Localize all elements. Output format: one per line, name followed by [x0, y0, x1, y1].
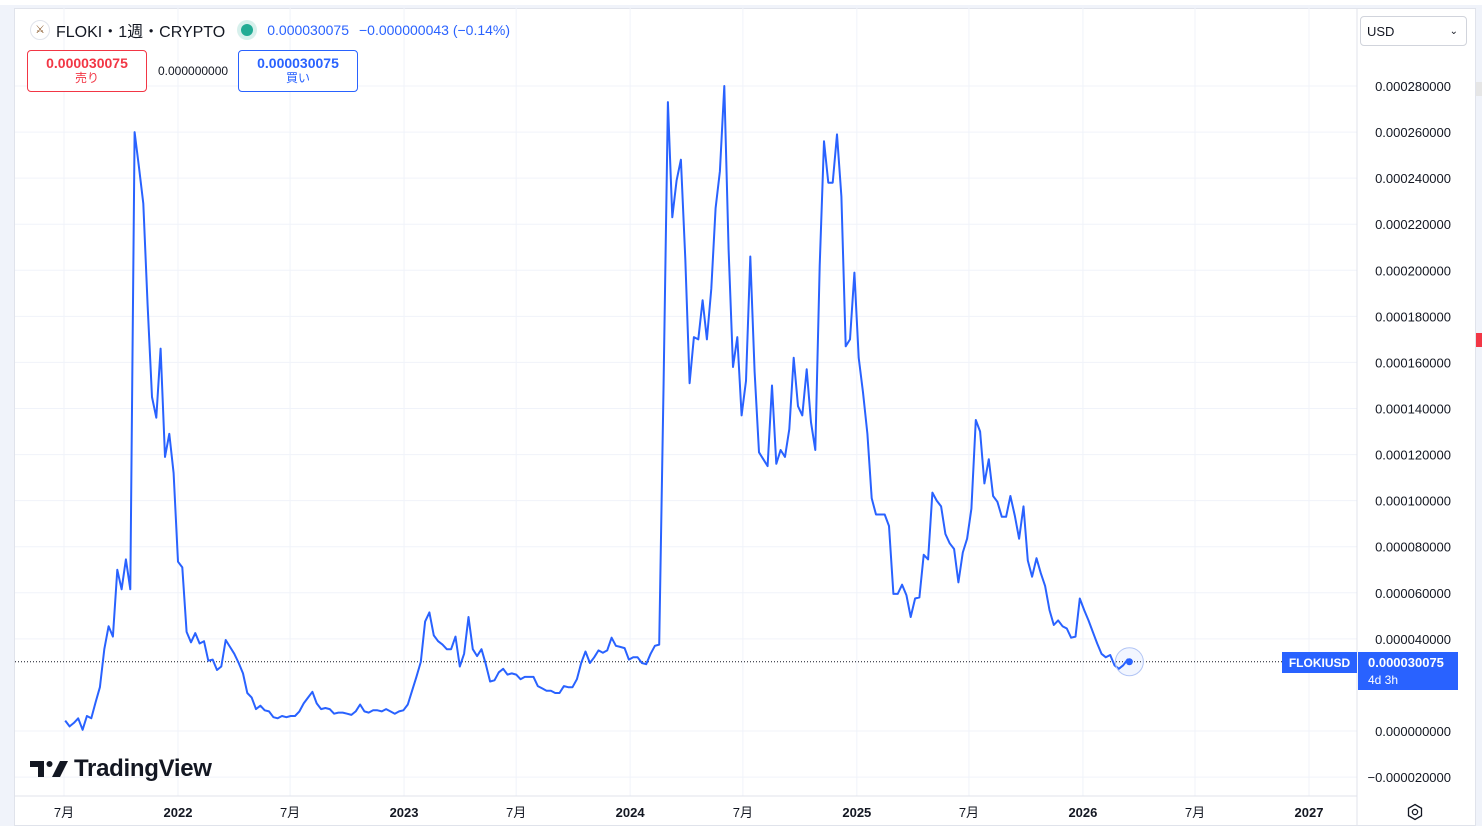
legend-price: 0.000030075 — [267, 22, 349, 38]
grid — [15, 8, 1357, 796]
floki-coin-icon: ⚔ — [30, 20, 50, 40]
y-tick-label: 0.000080000 — [1375, 540, 1451, 555]
x-tick-label: 7月 — [280, 805, 300, 820]
buy-price: 0.000030075 — [257, 55, 339, 71]
price-series-line — [64, 85, 1131, 731]
sell-price: 0.000030075 — [46, 55, 128, 71]
y-tick-label: 0.000040000 — [1375, 632, 1451, 647]
legend-change: −0.000000043 (−0.14%) — [359, 22, 511, 38]
price-badge — [1358, 652, 1458, 690]
settings-gear-icon — [1407, 803, 1423, 821]
tradingview-logo-icon — [30, 761, 68, 777]
y-tick-label: 0.000060000 — [1375, 586, 1451, 601]
currency-value: USD — [1367, 23, 1395, 39]
price-axis[interactable]: 0.000280000 0.000260000 0.000240000 0.00022… — [1367, 79, 1451, 785]
y-tick-label: 0.000200000 — [1375, 263, 1451, 278]
sell-label: 売り — [74, 71, 99, 85]
bar-countdown: 4d 3h — [1368, 673, 1398, 687]
chart-frame — [14, 8, 1476, 826]
last-point-marker — [1125, 658, 1133, 666]
y-tick-label: 0.000000000 — [1375, 724, 1451, 739]
y-tick-label: 0.000180000 — [1375, 309, 1451, 324]
market-open-dot-icon — [241, 24, 254, 36]
y-tick-label: 0.000140000 — [1375, 402, 1451, 417]
time-axis[interactable]: 7月 2022 7月 2023 7月 2024 7月 2025 7月 2026 7月 2027 — [54, 805, 1324, 820]
x-tick-label: 2025 — [842, 805, 871, 820]
y-tick-label: 0.000160000 — [1375, 355, 1451, 370]
currency-select[interactable]: USD ⌄ — [1360, 16, 1467, 46]
sell-button[interactable]: 0.000030075 売り — [27, 50, 147, 92]
top-strip — [0, 0, 1482, 5]
x-tick-label: 2022 — [164, 805, 193, 820]
y-tick-label: 0.000120000 — [1375, 448, 1451, 463]
chevron-down-icon: ⌄ — [1449, 25, 1458, 37]
symbol-badge-label: FLOKIUSD — [1289, 656, 1351, 670]
y-tick-label: −0.000020000 — [1367, 770, 1451, 785]
y-tick-label: 0.000280000 — [1375, 79, 1451, 94]
x-tick-label: 7月 — [1185, 805, 1205, 820]
x-tick-label: 2026 — [1068, 805, 1097, 820]
last-price-badge: FLOKIUSD 0.000030075 4d 3h — [1282, 652, 1458, 690]
tradingview-wordmark: TradingView — [74, 755, 212, 782]
right-toolbar-alert-mark — [1476, 333, 1482, 347]
symbol-badge — [1282, 652, 1357, 673]
x-tick-label: 7月 — [506, 805, 526, 820]
right-toolbar-mark — [1476, 82, 1482, 96]
buy-label: 買い — [285, 71, 310, 85]
symbol-title[interactable]: FLOKI・1週・CRYPTO — [56, 24, 226, 41]
symbol-legend[interactable]: ⚔ FLOKI・1週・CRYPTO 0.000030075 −0.0000000… — [30, 19, 510, 41]
x-tick-label: 7月 — [733, 805, 753, 820]
buy-button[interactable]: 0.000030075 買い — [238, 50, 358, 92]
x-tick-label: 2024 — [616, 805, 646, 820]
x-tick-label: 2027 — [1295, 805, 1324, 820]
x-tick-label: 2023 — [390, 805, 419, 820]
settings-button[interactable] — [1404, 801, 1426, 823]
y-tick-label: 0.000100000 — [1375, 494, 1451, 509]
y-tick-label: 0.000260000 — [1375, 125, 1451, 140]
x-tick-label: 7月 — [959, 805, 979, 820]
y-tick-label: 0.000220000 — [1375, 217, 1451, 232]
x-tick-label: 7月 — [54, 805, 74, 820]
price-badge-value: 0.000030075 — [1368, 655, 1444, 670]
spread-value: 0.000000000 — [158, 64, 229, 78]
tradingview-logo[interactable]: TradingView — [30, 755, 212, 783]
y-tick-label: 0.000240000 — [1375, 171, 1451, 186]
